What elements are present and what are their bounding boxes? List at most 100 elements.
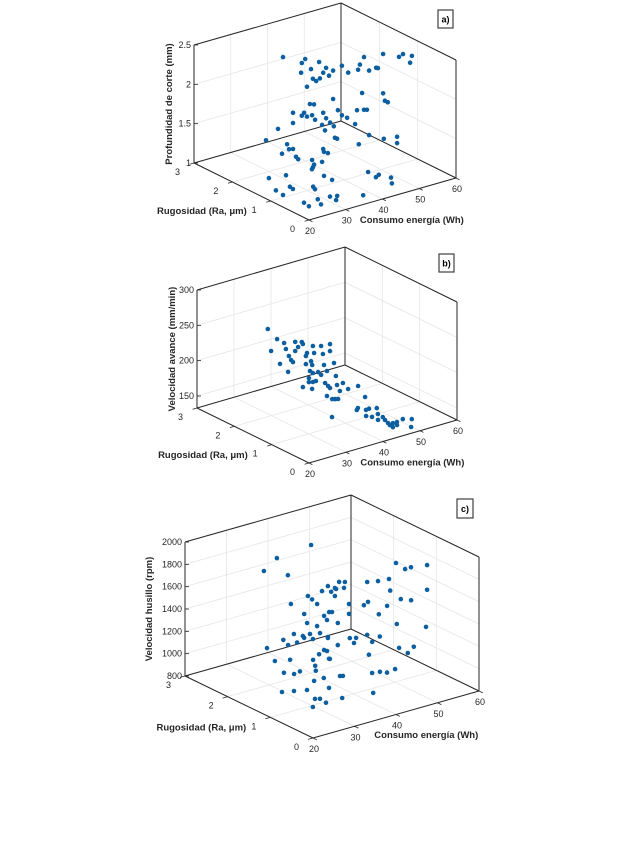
grid-line-floor-y [270, 669, 437, 718]
data-point [380, 91, 386, 96]
grid-line-floor-x [267, 652, 397, 715]
grid-line-wall-z [196, 352, 346, 397]
grid-line-wall-z [196, 317, 346, 362]
data-point [333, 586, 339, 592]
data-point [329, 396, 335, 402]
data-point [351, 640, 357, 646]
data-point [355, 67, 361, 73]
axis-box-edge [344, 364, 458, 421]
data-point [290, 120, 296, 126]
data-point [369, 670, 375, 676]
x-tick-mark [308, 462, 313, 466]
data-point [321, 362, 327, 368]
data-point [295, 344, 301, 350]
data-point [320, 70, 326, 75]
z-axis-label: Velocidad husillo (rpm) [144, 557, 155, 662]
data-point [277, 361, 283, 367]
data-point [264, 645, 270, 651]
y-tick-mark [304, 219, 310, 222]
data-point [275, 126, 281, 132]
y-tick-label: 1 [252, 205, 257, 215]
y-tick-mark [222, 696, 228, 699]
data-point [375, 417, 381, 423]
data-point [328, 589, 334, 595]
grid-line-wall-z [184, 561, 352, 610]
data-point [335, 396, 341, 402]
data-point [354, 407, 360, 413]
data-point [396, 54, 402, 60]
data-point [366, 68, 372, 73]
data-point [402, 566, 408, 572]
data-point [334, 382, 340, 388]
chart-panel-b: 20 30 40 50 60 0 1 2 3 150 200 250 300 Consumo energí… [158, 246, 464, 479]
data-point [261, 568, 267, 574]
data-point [297, 669, 303, 674]
data-point [398, 596, 404, 602]
data-point [424, 587, 430, 593]
data-point [319, 159, 325, 165]
data-point [394, 140, 400, 146]
data-point [333, 197, 339, 203]
x-tick-label: 60 [453, 426, 463, 436]
data-point [335, 642, 341, 648]
y-tick-mark [179, 675, 186, 678]
y-tick-mark [266, 200, 271, 203]
data-point [304, 687, 310, 693]
data-point [301, 635, 307, 641]
data-point [409, 53, 415, 59]
data-point [330, 68, 336, 73]
z-tick-label: 1600 [162, 582, 182, 592]
grid-line-floor-y [232, 139, 380, 183]
axis-box-edge [340, 120, 457, 179]
data-point [309, 166, 315, 172]
data-point [327, 385, 333, 391]
data-point [301, 200, 307, 205]
data-point [394, 621, 400, 627]
data-point [356, 142, 362, 147]
data-point [340, 380, 346, 386]
scatter-series [261, 542, 430, 710]
data-point [310, 636, 316, 642]
data-point [335, 107, 341, 113]
x-tick-label: 50 [434, 709, 444, 719]
panel-label-box [438, 253, 455, 273]
data-point [384, 670, 390, 675]
grid-line-floor-x [226, 663, 355, 727]
grid-line-wall-z [344, 281, 458, 338]
y-axis-label: Rugosidad (Ra, μm) [158, 450, 248, 461]
data-point [387, 588, 393, 593]
data-point [340, 673, 346, 679]
data-point [329, 414, 335, 420]
data-point [369, 414, 375, 420]
data-point [316, 59, 322, 65]
data-point [319, 588, 325, 594]
data-point [303, 353, 309, 359]
data-point [321, 149, 327, 155]
data-point [423, 624, 429, 630]
x-tick-mark [456, 419, 461, 423]
y-axis-label: Rugosidad (Ra, μm) [157, 206, 247, 217]
data-point [374, 405, 380, 411]
data-point [364, 579, 370, 585]
data-point [361, 602, 367, 608]
data-point [312, 117, 318, 123]
data-point [304, 620, 310, 626]
data-point [286, 147, 292, 152]
y-tick-label: 0 [294, 742, 299, 752]
data-point [318, 202, 324, 207]
x-tick-mark [345, 451, 350, 455]
y-tick-label: 3 [175, 167, 180, 177]
y-tick-label: 2 [215, 430, 220, 440]
axis-box-edge [350, 494, 480, 558]
data-point [311, 162, 317, 167]
axis-box-edge [196, 407, 310, 464]
data-point [325, 583, 331, 589]
data-point [352, 121, 358, 127]
x-tick-mark [308, 219, 313, 223]
data-point [273, 188, 279, 193]
grid-line-wall-z [344, 317, 458, 374]
y-tick-label: 2 [213, 186, 218, 196]
axis-box-edge [350, 628, 480, 692]
data-point [394, 134, 400, 140]
